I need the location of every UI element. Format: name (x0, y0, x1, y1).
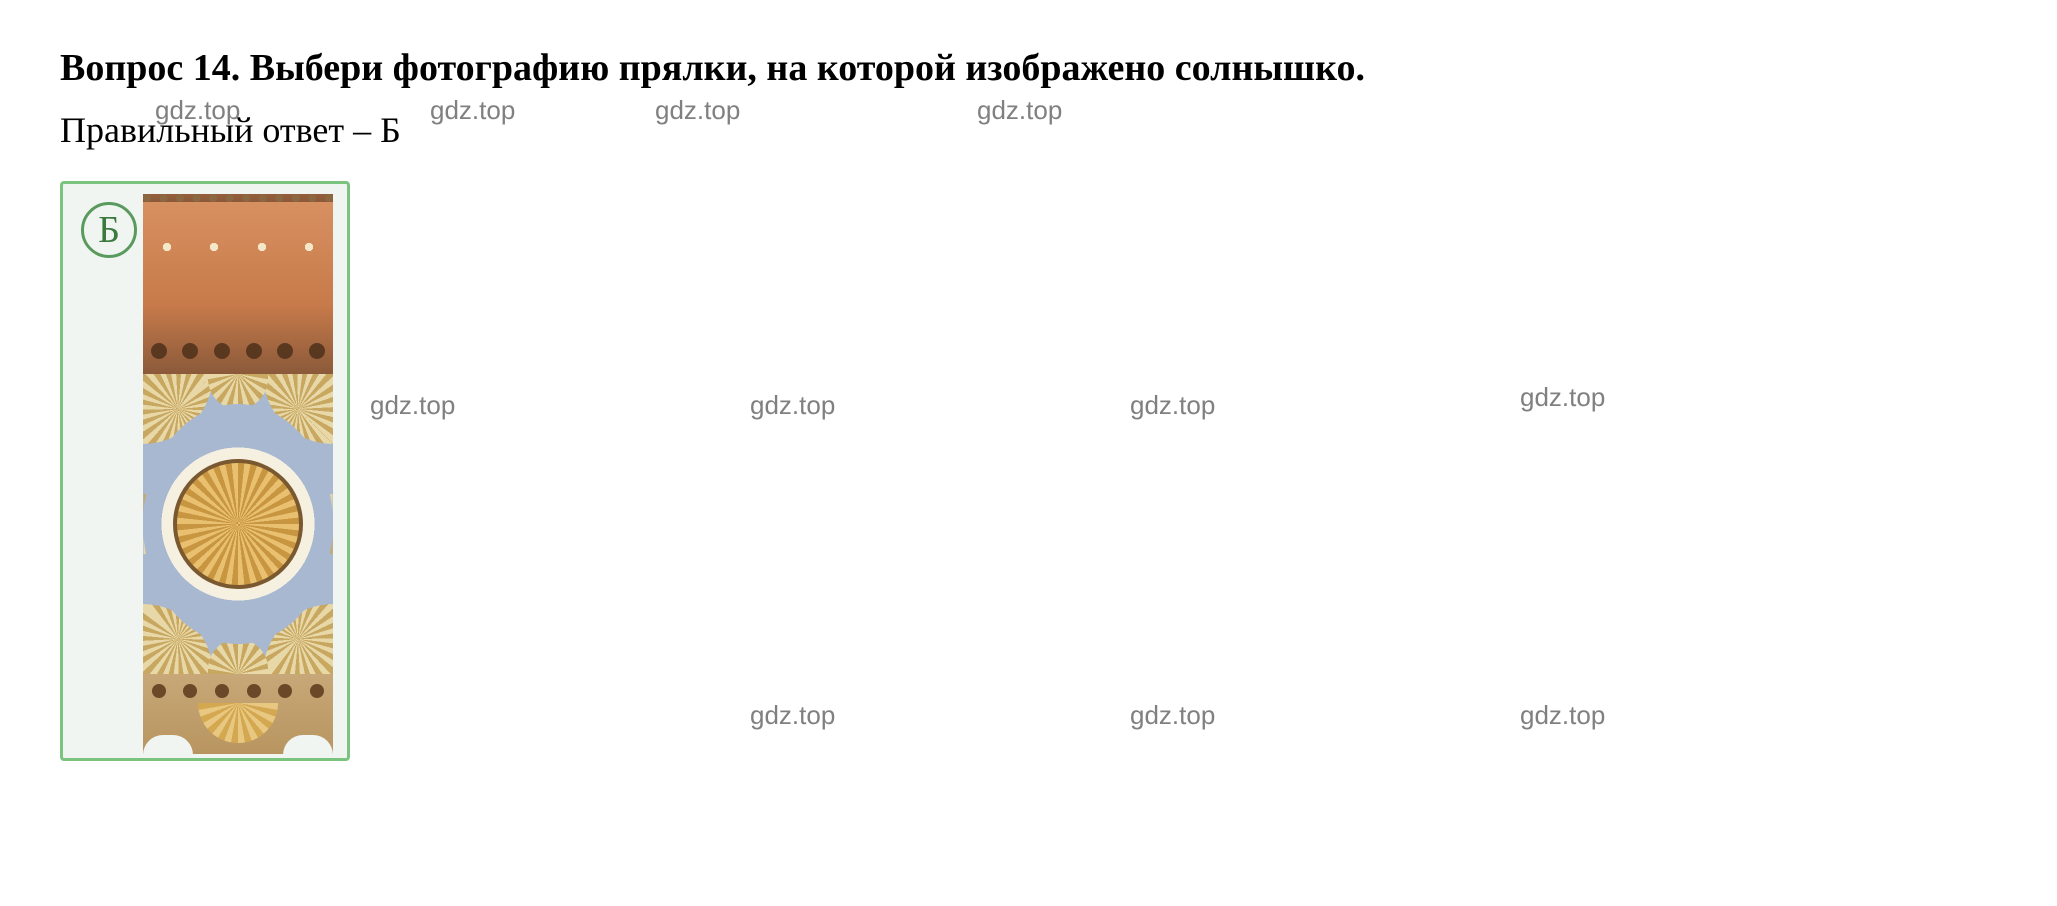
option-label-b: Б (81, 202, 137, 258)
watermark-text: gdz.top (750, 390, 835, 421)
watermark-text: gdz.top (370, 390, 455, 421)
watermark-text: gdz.top (750, 700, 835, 731)
pryalka-bottom (143, 674, 333, 754)
answer-line: Правильный ответ – Б (60, 109, 1997, 151)
pryalka-illustration (143, 194, 333, 754)
pryalka-top (143, 194, 333, 374)
watermark-text: gdz.top (1520, 382, 1605, 413)
question-text: Выбери фотографию прялки, на которой изо… (250, 47, 1365, 89)
question-header: Вопрос 14. Выбери фотографию прялки, на … (60, 40, 1997, 97)
question-number: Вопрос 14. (60, 47, 240, 89)
watermark-text: gdz.top (1520, 700, 1605, 731)
sun-icon (143, 404, 333, 644)
answer-prefix: Правильный ответ – (60, 110, 380, 150)
pryalka-sun-section (143, 374, 333, 674)
answer-value: Б (380, 110, 401, 150)
watermark-text: gdz.top (1130, 390, 1215, 421)
pryalka-image-container: Б (60, 181, 350, 761)
watermark-text: gdz.top (1130, 700, 1215, 731)
